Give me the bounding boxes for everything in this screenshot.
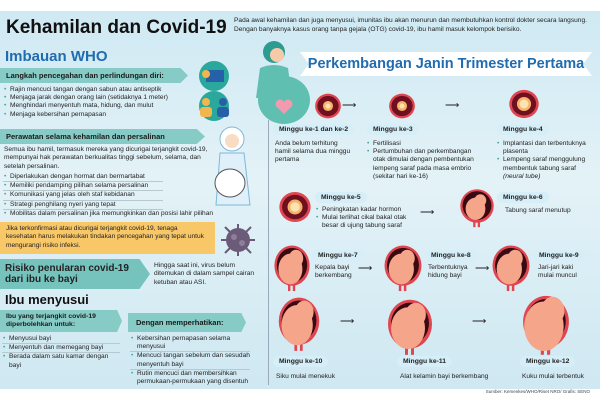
week-text: Siku mulai menekuk [276,373,336,380]
allowed-list: Menyusui bayi Menyentuh dan memegang bay… [2,335,120,370]
list-item-text: Lempeng saraf menggulung membentuk tabun… [503,156,586,172]
arrow-icon: ⟶ [342,100,357,111]
list-item: Peningkatan kadar hormon [315,206,410,214]
intro-text: Pada awal kehamilan dan juga menyusui, i… [234,17,587,33]
list-item: Menghindari menyentuh mata, hidung, dan … [3,102,203,110]
embryo-drawing [278,297,320,351]
warning-text: Jika terkonfirmasi atau dicurigai terjan… [6,225,204,249]
risk-text: Hingga saat ini, virus belum ditemukan d… [154,262,255,286]
week-label: Minggu ke-12 [520,356,576,367]
list-item-note: (neural tube) [503,172,541,180]
trimester-title: Perkembangan Janin Trimester Pertama [300,52,592,76]
list-item: Mulai terlihat cikal bakal otak besar di… [315,214,410,230]
allowed-title: Ibu yang terjangkit covid-19 diperbolehk… [0,310,122,332]
embryo-drawing [460,189,494,228]
arrow-icon: ⟶ [340,316,355,327]
list-item: Berada dalam satu kamar dengan bayi [2,353,120,369]
fetus-illustration [276,296,322,352]
week-label: Minggu ke-11 [397,356,453,367]
week-text: Jari-jari kaki mulai muncul [538,264,577,280]
fetus-illustration [520,294,572,356]
list-item: Kebersihan pernapasan selama menyusui [130,335,250,353]
embryo-drawing [315,93,341,119]
list-item: Menyusui bayi [2,335,120,345]
virus-icon [221,224,255,256]
week-text: Tabung saraf menutup [505,207,571,214]
notice-title: Dengan memperhatikan: [128,313,246,332]
week-text: Kepala bayi berkembang [315,264,352,280]
week-label: Minggu ke-6 [497,192,549,203]
list-item: Fertilisasi [366,140,484,148]
list-item: Mobilitas dalam persalinan jika memungki… [3,210,233,218]
embryo-drawing [509,89,539,119]
arrow-icon: ⟶ [472,316,487,327]
embryo-illustration [508,88,540,120]
handwash-distance-icon [199,61,229,121]
list-item: Komunikasi yang jelas oleh staf kebidana… [3,191,163,201]
embryo-illustration [458,188,496,228]
care-title: Perawatan selama kehamilan dan persalina… [0,129,205,144]
list-item: Diperlakukan dengan hormat dan bermartab… [3,173,163,183]
week-label: Minggu ke-5 [315,192,367,203]
embryo-drawing [388,299,432,355]
risk-title: Risiko penularan covid-19 dari ibu ke ba… [0,259,150,289]
list-item: Strategi penghilang nyeri yang tepat [3,201,163,210]
week-label: Minggu ke-9 [533,250,585,261]
pregnant-woman-illustration [214,126,251,206]
embryo-drawing [274,245,310,292]
week-label: Minggu ke-3 [367,124,419,135]
week-list: Peningkatan kadar hormon Mulai terlihat … [315,206,410,231]
notice-list: Kebersihan pernapasan selama menyusui Me… [130,335,250,386]
fetus-illustration [490,244,532,292]
fetus-illustration [382,244,424,292]
embryo-illustration [314,92,342,120]
embryo-drawing [279,192,311,222]
list-item: Implantasi dan terbentuknya plasenta [496,140,598,156]
week-label: Minggu ke-8 [425,250,477,261]
list-item: Lempeng saraf menggulung membentuk tabun… [496,156,598,181]
who-heading: Imbauan WHO [5,48,108,65]
week-label: Minggu ke-4 [497,124,549,135]
column-divider [268,120,269,385]
care-list: Diperlakukan dengan hormat dan bermartab… [3,173,233,218]
fetus-illustration [385,298,435,356]
care-intro: Semua ibu hamil, termasuk mereka yang di… [4,146,208,170]
embryo-drawing [523,295,569,355]
embryo-drawing [492,245,530,292]
embryo-drawing [384,245,422,292]
week-text: Terbentuknya hidung bayi [428,264,468,280]
embryo-illustration [278,190,312,224]
week-list: Implantasi dan terbentuknya plasenta Lem… [496,140,598,181]
list-item: Menyentuh dan memegang bayi [2,344,120,354]
source-credit: Sumber: Kemenkes/WHO/Riset NRO/ Grafis: … [485,389,590,394]
list-item: Rajin mencuci tangan dengan sabun atau a… [3,86,203,94]
week-text: Alat kelamin bayi berkembang [400,373,489,380]
prevention-list: Rajin mencuci tangan dengan sabun atau a… [3,86,203,119]
arrow-icon: ⟶ [445,100,460,111]
week-label: Minggu ke-7 [312,250,364,261]
embryo-illustration [388,92,416,120]
list-item: Menjaga jarak dengan orang lain (setidak… [3,94,203,102]
week-text: Anda belum terhitung hamil selama dua mi… [275,140,351,164]
list-item: Mencuci tangan sebelum dan sesudah menye… [130,352,250,370]
breastfeeding-heading: Ibu menyusui [5,292,89,307]
week-label: Minggu ke-1 dan ke-2 [273,124,355,135]
warning-box: Jika terkonfirmasi atau dicurigai terjan… [0,222,215,254]
fetus-illustration [272,244,312,292]
pregnant-mother-illustration [256,41,310,124]
week-text: Kuku mulai terbentuk [522,373,584,380]
list-item: Menjaga kebersihan pernapasan [3,111,203,119]
arrow-icon: ⟶ [475,263,490,274]
embryo-drawing [389,93,415,119]
list-item: Memiliki pendamping pilihan selama persa… [3,182,163,192]
page-title: Kehamilan dan Covid-19 [6,17,227,38]
arrow-icon: ⟶ [358,263,373,274]
arrow-icon: ⟶ [420,207,435,218]
week-list: Fertilisasi Pertumbuhan dan perkembangan… [366,140,484,181]
list-item: Pertumbuhan dan perkembangan otak dimula… [366,148,484,181]
week-label: Minggu ke-10 [273,356,329,367]
list-item: Rutin mencuci dan membersihkan permukaan… [130,370,250,386]
prevention-title: Langkah pencegahan dan perlindungan diri… [0,68,188,83]
